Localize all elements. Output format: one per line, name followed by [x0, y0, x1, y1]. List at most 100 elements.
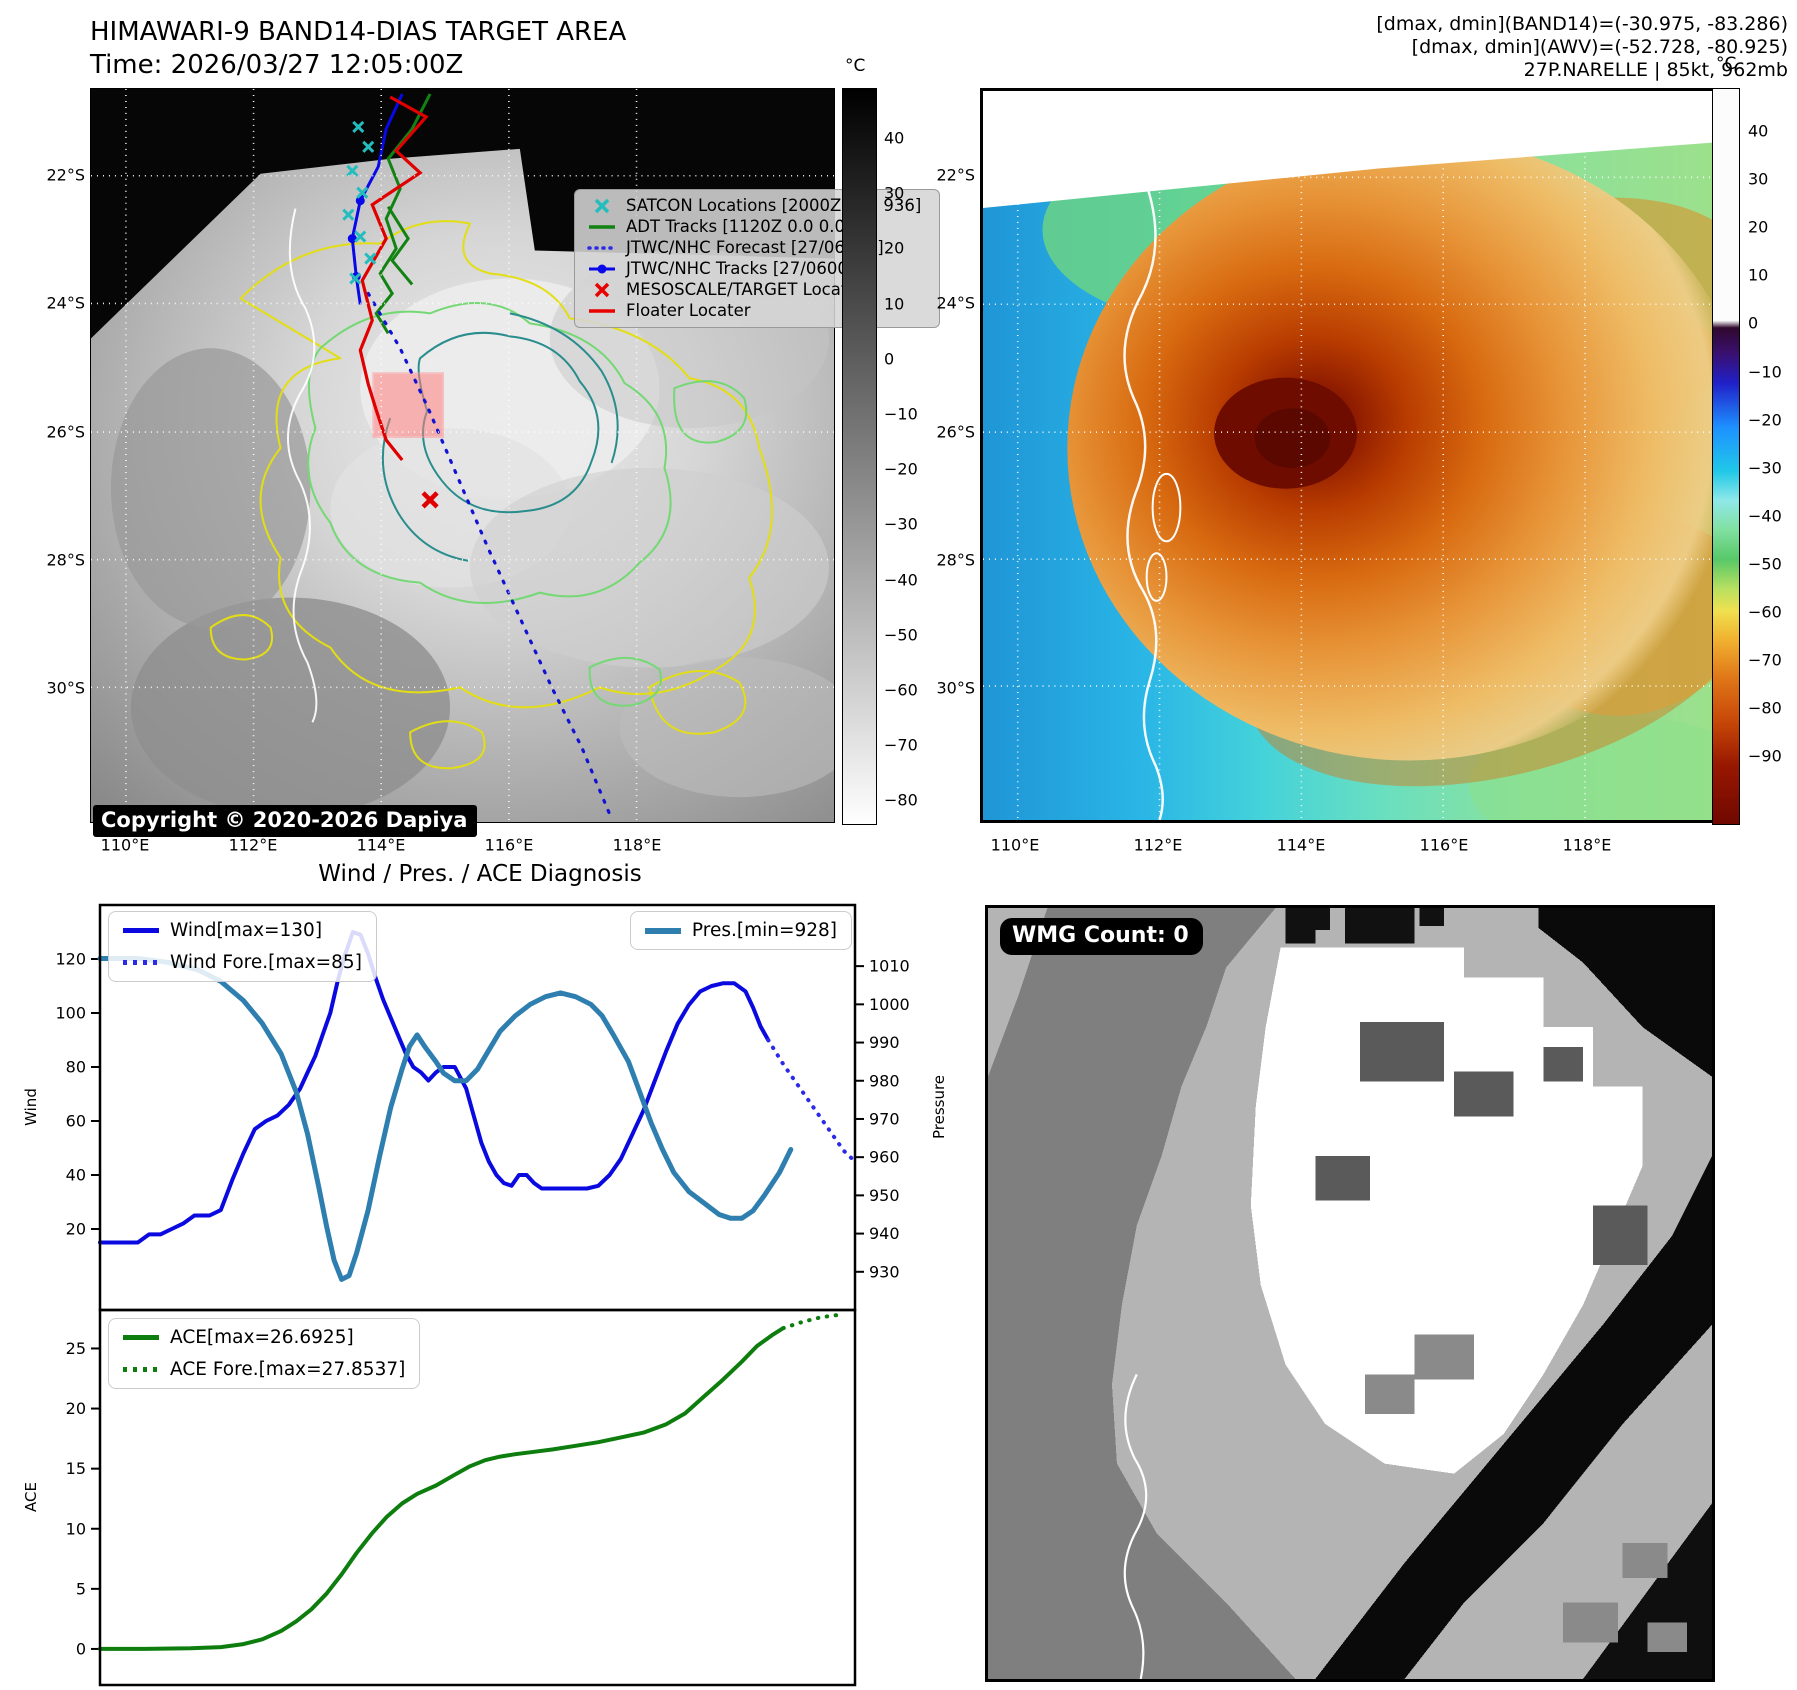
band14-satellite-map: SATCON Locations [2000Z 115 936] ADT Trac…: [90, 88, 940, 837]
mesoscale-target-marker: [421, 491, 439, 509]
awv-lon-tick: 116°E: [1419, 835, 1469, 855]
awv-colorbar-tick: −90: [1748, 746, 1782, 766]
pressure-axis-label: Pressure: [930, 1075, 948, 1139]
ace-ytick: 25: [66, 1339, 86, 1358]
band14-lat-tick: 28°S: [46, 550, 85, 570]
x-marker-icon: [587, 198, 617, 214]
band14-colorbar-tick: 10: [884, 294, 905, 314]
coastline: [286, 208, 318, 723]
wmg-panel: [985, 905, 1715, 1682]
band14-colorbar-tick: 20: [884, 238, 905, 258]
ace-ytick: 0: [76, 1639, 86, 1658]
wind-legend: Wind[max=130] Wind Fore.[max=85]: [108, 911, 377, 982]
wmg-count-badge: WMG Count: 0: [1000, 918, 1203, 955]
dotted-marker-icon: [587, 240, 617, 256]
band14-colorbar-tick: 0: [884, 349, 895, 369]
awv-colorbar-tick: −20: [1748, 410, 1782, 430]
legend-item: Wind Fore.[max=85]: [123, 952, 362, 973]
awv-colorbar-tick: 0: [1748, 313, 1759, 333]
legend-item-label: Floater Locater: [626, 301, 751, 320]
coastline: [1123, 1373, 1148, 1679]
band14-lat-tick: 30°S: [46, 678, 85, 698]
band14-title-block: HIMAWARI-9 BAND14-DIAS TARGET AREA Time:…: [90, 16, 626, 82]
band14-colorbar-tick: −80: [884, 790, 918, 810]
band14-colorbar-unit: °C: [845, 56, 866, 76]
band14-colorbar-tick: −40: [884, 570, 918, 590]
pressure-ytick: 990: [869, 1033, 900, 1052]
band14-lon-tick: 112°E: [228, 835, 278, 855]
legend-item-label: Wind Fore.[max=85]: [170, 952, 362, 973]
dmax-dmin-band14: [dmax, dmin](BAND14)=(-30.975, -83.286): [1376, 13, 1788, 35]
band14-colorbar-tick: −70: [884, 735, 918, 755]
ace-ytick: 15: [66, 1459, 86, 1478]
line-marker-icon: [587, 219, 617, 235]
series-ACE Fore.[max=27.8537]: [781, 1312, 846, 1331]
awv-satellite-map: [980, 88, 1715, 823]
legend-item-label: JTWC/NHC Forecast [27/0600Z]: [626, 238, 884, 257]
legend-item: Wind[max=130]: [123, 920, 362, 941]
band14-colorbar-tick: −30: [884, 514, 918, 534]
awv-lon-tick: 118°E: [1562, 835, 1612, 855]
band14-lon-tick: 114°E: [356, 835, 406, 855]
pressure-ytick: 960: [869, 1148, 900, 1167]
legend-item-label: Wind[max=130]: [170, 920, 323, 941]
awv-colorbar-tick: −70: [1748, 650, 1782, 670]
ace-axis-label: ACE: [22, 1482, 40, 1512]
awv-lat-tick: 24°S: [936, 293, 975, 313]
legend-item-label: ACE Fore.[max=27.8537]: [170, 1359, 406, 1380]
band14-lat-tick: 24°S: [46, 293, 85, 313]
awv-colorbar-tick: −10: [1748, 362, 1782, 381]
legend-item-label: ACE[max=26.6925]: [170, 1327, 354, 1348]
legend-item-label: MESOSCALE/TARGET Location: [626, 280, 873, 299]
band14-lat-tick: 26°S: [46, 422, 85, 442]
legend-item: MESOSCALE/TARGET Location: [587, 281, 939, 299]
series-Wind Fore.[max=85]: [766, 1038, 857, 1164]
awv-lat-tick: 26°S: [936, 422, 975, 442]
awv-colorbar-tick: −80: [1748, 698, 1782, 718]
legend-item: JTWC/NHC Tracks [27/0600Z]: [587, 260, 939, 278]
solid-line-marker-icon: [123, 928, 159, 933]
pressure-ytick: 980: [869, 1071, 900, 1090]
wind-ytick: 100: [55, 1004, 86, 1023]
pressure-ytick: 970: [869, 1109, 900, 1128]
awv-colorbar-tick: 40: [1748, 121, 1769, 141]
line-marker-icon: [587, 303, 617, 319]
awv-colorbar-unit: °C: [1716, 54, 1737, 74]
copyright-badge: Copyright © 2020-2026 Dapiya: [93, 805, 478, 837]
series-Pres.[min=928]: [97, 956, 794, 1282]
dotted-line-marker-icon: [123, 1367, 159, 1372]
graticule: [983, 91, 1712, 820]
dotted-line-marker-icon: [123, 960, 159, 965]
ace-ytick: 20: [66, 1399, 86, 1418]
band14-colorbar-tick: −60: [884, 680, 918, 700]
awv-colorbar-tick: −40: [1748, 506, 1782, 526]
pressure-legend: Pres.[min=928]: [629, 911, 852, 950]
pressure-ytick: 950: [869, 1186, 900, 1205]
ace-ytick: 10: [66, 1519, 86, 1538]
pressure-ytick: 1000: [869, 995, 910, 1014]
pressure-ytick: 930: [869, 1262, 900, 1281]
awv-colorbar-tick: −50: [1748, 554, 1782, 574]
series-ACE[max=26.6925]: [98, 1326, 786, 1651]
dmax-dmin-awv: [dmax, dmin](AWV)=(-52.728, -80.925): [1411, 36, 1788, 58]
band14-time: Time: 2026/03/27 12:05:00Z: [90, 50, 464, 80]
awv-lon-tick: 112°E: [1133, 835, 1183, 855]
x-marker-icon: [587, 282, 617, 298]
wind-ytick: 80: [66, 1058, 86, 1077]
awv-lon-tick: 114°E: [1276, 835, 1326, 855]
band14-colorbar: [842, 88, 877, 825]
storm-id-label: 27P.NARELLE | 85kt, 962mb: [1523, 59, 1788, 81]
graticule: [91, 89, 834, 822]
awv-colorbar-tick: 20: [1748, 217, 1769, 237]
pressure-ytick: 1010: [869, 957, 910, 976]
solid-line-marker-icon: [644, 927, 681, 934]
legend-item: ACE[max=26.6925]: [123, 1327, 405, 1348]
pressure-ytick: 940: [869, 1224, 900, 1243]
legend-item: ADT Tracks [1120Z 0.0 0.0]: [587, 218, 939, 236]
band14-lat-tick: 22°S: [46, 165, 85, 185]
solid-line-marker-icon: [123, 1335, 159, 1340]
wind-ytick: 60: [66, 1112, 86, 1131]
diagnosis-title: Wind / Pres. / ACE Diagnosis: [318, 861, 642, 887]
wind-ytick: 20: [66, 1220, 86, 1239]
